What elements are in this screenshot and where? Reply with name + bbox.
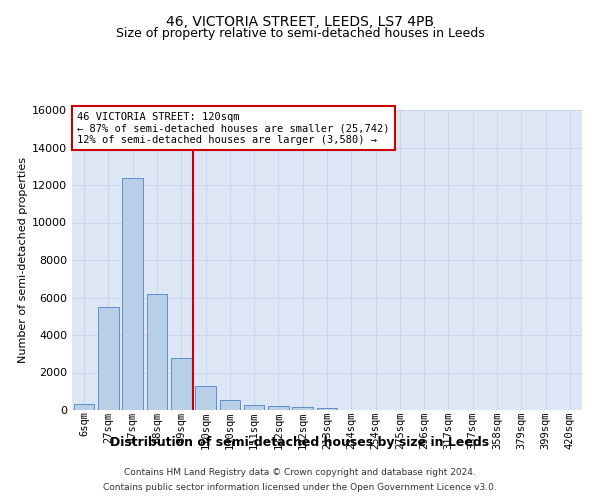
Text: Distribution of semi-detached houses by size in Leeds: Distribution of semi-detached houses by … <box>110 436 490 449</box>
Bar <box>74 404 94 410</box>
Bar <box>220 400 240 410</box>
Text: 46 VICTORIA STREET: 120sqm
← 87% of semi-detached houses are smaller (25,742)
12: 46 VICTORIA STREET: 120sqm ← 87% of semi… <box>77 112 389 144</box>
Bar <box>292 407 313 410</box>
Bar <box>317 408 337 410</box>
Bar <box>171 358 191 410</box>
Bar <box>98 307 119 410</box>
Text: Contains public sector information licensed under the Open Government Licence v3: Contains public sector information licen… <box>103 483 497 492</box>
Y-axis label: Number of semi-detached properties: Number of semi-detached properties <box>18 157 28 363</box>
Text: Size of property relative to semi-detached houses in Leeds: Size of property relative to semi-detach… <box>116 28 484 40</box>
Bar <box>146 294 167 410</box>
Bar <box>268 406 289 410</box>
Text: Contains HM Land Registry data © Crown copyright and database right 2024.: Contains HM Land Registry data © Crown c… <box>124 468 476 477</box>
Text: 46, VICTORIA STREET, LEEDS, LS7 4PB: 46, VICTORIA STREET, LEEDS, LS7 4PB <box>166 15 434 29</box>
Bar <box>122 178 143 410</box>
Bar <box>244 405 265 410</box>
Bar <box>195 386 216 410</box>
